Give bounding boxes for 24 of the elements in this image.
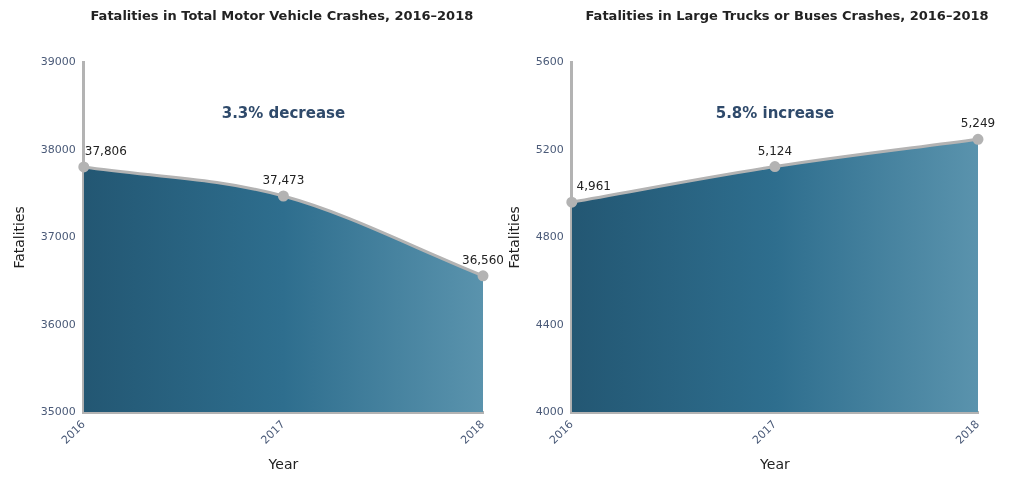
data-label: 5,249 xyxy=(960,116,996,131)
data-label: 5,124 xyxy=(757,143,793,158)
y-axis-title: Fatalities xyxy=(506,206,523,269)
y-tick-label: 38000 xyxy=(40,142,76,156)
y-tick-label: 37000 xyxy=(40,230,76,244)
y-tick-label: 5200 xyxy=(535,142,564,156)
y-tick-label: 4800 xyxy=(535,230,564,244)
x-axis-title: Year xyxy=(759,456,790,473)
x-axis-title: Year xyxy=(267,456,299,473)
data-label: 36,560 xyxy=(462,252,504,267)
y-tick-label: 5600 xyxy=(535,55,564,69)
chart-title: Fatalities in Total Motor Vehicle Crashes, 2016–2018 xyxy=(90,8,474,25)
y-tick-label: 36000 xyxy=(40,317,76,331)
annotation: 3.3% decrease xyxy=(221,103,346,122)
y-axis-title: Fatalities xyxy=(11,206,28,269)
data-label: 4,961 xyxy=(576,179,611,194)
data-label: 37,806 xyxy=(84,143,127,158)
data-label: 37,473 xyxy=(262,173,305,188)
chart-title: Fatalities in Large Trucks or Buses Crashes, 2016–2018 xyxy=(585,8,989,25)
y-tick-label: 39000 xyxy=(40,55,76,69)
annotation: 5.8% increase xyxy=(715,103,835,122)
y-tick-label: 4000 xyxy=(535,404,564,418)
y-tick-label: 4400 xyxy=(535,317,564,331)
y-tick-label: 35000 xyxy=(40,404,76,418)
